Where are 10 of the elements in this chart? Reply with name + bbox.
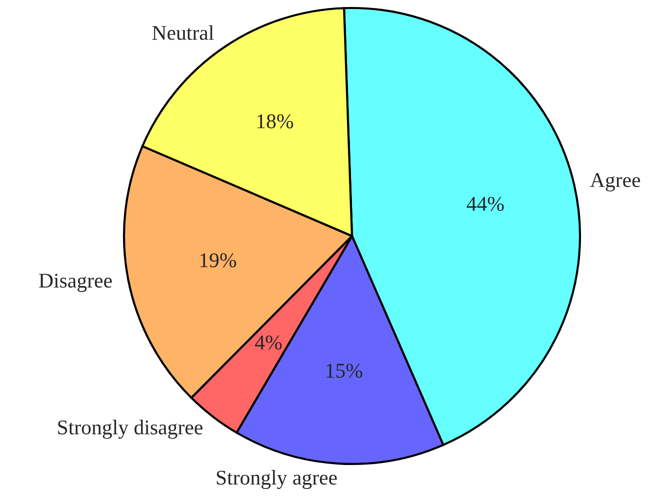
data-label: 19% (200, 253, 236, 268)
slice-label: Neutral (152, 25, 214, 40)
slice-label: Agree (590, 173, 640, 192)
data-label: 15% (326, 364, 362, 378)
slice-label: Disagree (39, 274, 112, 292)
data-label: 44% (466, 196, 504, 211)
slice-label: Strongly agree (216, 470, 337, 490)
slice-label: Strongly disagree (58, 420, 202, 439)
data-label: 18% (257, 114, 294, 128)
data-label: 4% (255, 336, 282, 350)
